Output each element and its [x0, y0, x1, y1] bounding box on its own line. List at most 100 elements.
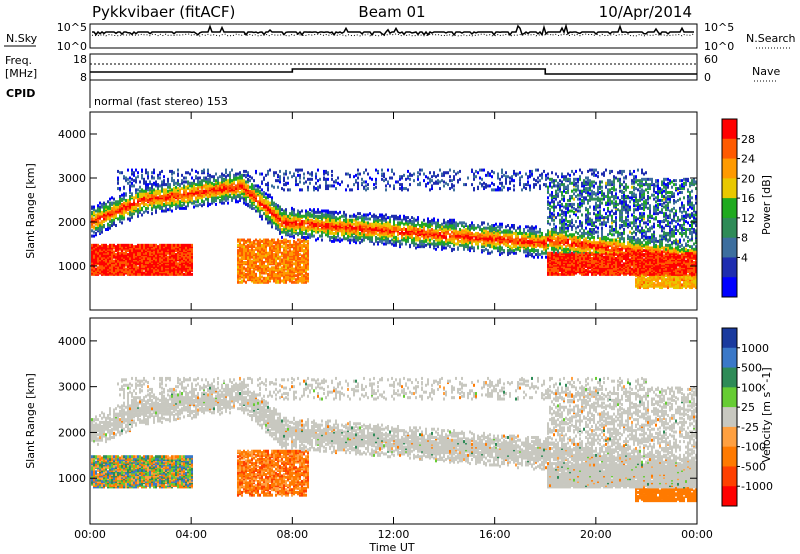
heatmap-cell: [151, 193, 153, 197]
heatmap-cell: [461, 224, 463, 228]
heatmap-cell: [147, 206, 149, 210]
heatmap-cell: [443, 184, 445, 188]
heatmap-cell: [371, 214, 373, 218]
heatmap-cell: [237, 193, 239, 197]
heatmap-cell: [315, 210, 317, 214]
heatmap-cell: [223, 192, 225, 196]
heatmap-cell: [209, 191, 211, 195]
heatmap-cell: [455, 242, 457, 246]
heatmap-cell: [241, 279, 243, 283]
heatmap-cell: [425, 175, 427, 179]
heatmap-cell: [117, 181, 119, 185]
heatmap-cell: [265, 247, 267, 251]
heatmap-cell: [107, 222, 109, 226]
heatmap-cell: [247, 259, 249, 263]
heatmap-cell: [413, 222, 415, 226]
heatmap-cell: [171, 201, 173, 205]
heatmap-cell: [199, 192, 201, 196]
heatmap-cell: [123, 192, 125, 196]
heatmap-cell: [425, 243, 427, 247]
heatmap-cell: [111, 268, 113, 272]
heatmap-cell: [345, 222, 347, 226]
heatmap-cell: [229, 180, 231, 184]
heatmap-cell: [265, 238, 267, 242]
heatmap-cell: [423, 226, 425, 230]
heatmap-cell: [309, 235, 311, 239]
heatmap-cell: [297, 262, 299, 266]
heatmap-cell: [329, 229, 331, 233]
freq-right-tick-bottom: 0: [704, 71, 711, 84]
heatmap-cell: [285, 276, 287, 280]
heatmap-cell: [393, 217, 395, 221]
heatmap-cell: [163, 188, 165, 192]
heatmap-cell: [453, 177, 455, 181]
heatmap-cell: [367, 225, 369, 229]
heatmap-cell: [249, 245, 251, 249]
heatmap-cell: [287, 278, 289, 282]
heatmap-cell: [231, 168, 233, 172]
heatmap-cell: [399, 217, 401, 221]
heatmap-cell: [419, 224, 421, 228]
heatmap-cell: [99, 221, 101, 225]
heatmap-cell: [239, 263, 241, 267]
heatmap-cell: [261, 267, 263, 271]
heatmap-cell: [367, 237, 369, 241]
heatmap-cell: [275, 210, 277, 214]
heatmap-cell: [277, 185, 279, 189]
heatmap-cell: [181, 206, 183, 210]
heatmap-cell: [277, 245, 279, 249]
heatmap-cell: [277, 249, 279, 253]
heatmap-cell: [261, 279, 263, 283]
heatmap-cell: [309, 181, 311, 185]
heatmap-cell: [293, 222, 295, 226]
heatmap-cell: [275, 171, 277, 175]
heatmap-cell: [475, 169, 477, 173]
heatmap-cell: [485, 173, 487, 177]
heatmap-cell: [405, 234, 407, 238]
heatmap-cell: [247, 238, 249, 242]
freq-right-tick-top: 60: [704, 53, 718, 66]
heatmap-cell: [263, 208, 265, 212]
heatmap-cell: [341, 180, 343, 184]
heatmap-cell: [143, 181, 145, 185]
heatmap-cell: [471, 168, 473, 172]
heatmap-cell: [317, 210, 319, 214]
heatmap-cell: [255, 169, 257, 173]
heatmap-cell: [291, 217, 293, 221]
heatmap-cell: [169, 243, 171, 247]
heatmap-cell: [411, 241, 413, 245]
heatmap-cell: [387, 216, 389, 220]
heatmap-cell: [305, 243, 307, 247]
heatmap-cell: [219, 175, 221, 179]
heatmap-cell: [431, 242, 433, 246]
heatmap-cell: [401, 227, 403, 231]
heatmap-cell: [191, 187, 193, 191]
heatmap-cell: [303, 268, 305, 272]
heatmap-cell: [241, 264, 243, 268]
heatmap-cell: [273, 209, 275, 213]
heatmap-cell: [297, 250, 299, 254]
heatmap-cell: [345, 188, 347, 192]
heatmap-cell: [225, 198, 227, 202]
heatmap-cell: [241, 257, 243, 261]
heatmap-cell: [335, 187, 337, 191]
heatmap-cell: [457, 230, 459, 234]
heatmap-cell: [315, 176, 317, 180]
heatmap-cell: [261, 206, 263, 210]
heatmap-cell: [111, 218, 113, 222]
heatmap-cell: [115, 253, 117, 257]
heatmap-cell: [373, 242, 375, 246]
heatmap-cell: [395, 243, 397, 247]
heatmap-cell: [359, 241, 361, 245]
heatmap-cell: [463, 245, 465, 249]
heatmap-cell: [171, 209, 173, 213]
heatmap-cell: [103, 205, 105, 209]
heatmap-cell: [429, 188, 431, 192]
heatmap-cell: [155, 198, 157, 202]
heatmap-cell: [301, 188, 303, 192]
heatmap-cell: [485, 226, 487, 230]
heatmap-cell: [455, 225, 457, 229]
heatmap-cell: [381, 227, 383, 231]
heatmap-cell: [329, 235, 331, 239]
nave-label: Nave: [752, 65, 780, 78]
